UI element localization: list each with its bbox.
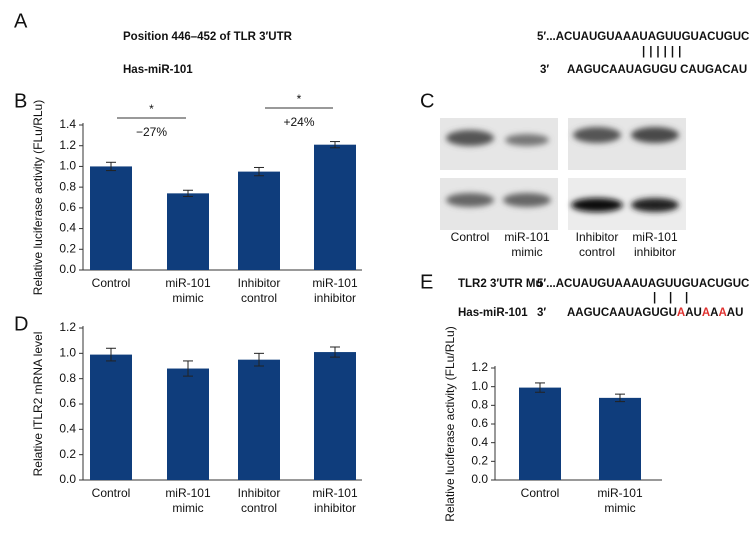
band [571, 198, 623, 212]
strand-end: 3′ [537, 307, 546, 319]
panel-letter: E [420, 271, 433, 293]
target-sequence: 5′...ACUAUGUAAAUAGUUGUACUGUC... [537, 278, 750, 290]
y-tick-label: 0.0 [59, 262, 76, 276]
mirna-sequence: AAGUCAAUAGUGUAAUAAAAU [567, 307, 743, 319]
x-tick-label: miR-101 inhibitor [312, 276, 358, 305]
y-tick-label: 0.2 [471, 454, 488, 468]
mirna-label: Has-miR-101 [458, 307, 528, 319]
bar [314, 144, 356, 270]
y-axis-label: Relative luciferase activity (FLu/RLu) [31, 100, 45, 295]
y-axis-label: Relative luciferase activity (FLu/RLu) [443, 326, 457, 521]
y-tick-label: 0.2 [59, 241, 76, 255]
panel-letter: C [420, 90, 434, 112]
y-tick-label: 0.6 [471, 416, 488, 430]
bar [90, 166, 132, 270]
y-tick-label: 0.8 [59, 179, 76, 193]
sequence-segment: AU [727, 307, 744, 319]
lane-label: miR-101 inhibitor [632, 230, 678, 259]
x-tick-label: Inhibitor control [237, 486, 281, 515]
site-label: Position 446–452 of TLR 3′UTR [123, 31, 293, 43]
band [446, 193, 494, 207]
panel-letter: D [14, 313, 28, 335]
x-tick-label: Control [91, 486, 131, 500]
y-tick-label: 0.6 [59, 396, 76, 410]
x-tick-label: Control [520, 486, 560, 500]
band [505, 134, 549, 146]
x-tick-label: Control [91, 276, 131, 290]
lane-label: Control [450, 230, 490, 244]
y-tick-label: 1.2 [59, 320, 76, 334]
band [446, 130, 494, 146]
y-tick-label: 0.8 [59, 371, 76, 385]
bar [167, 368, 209, 480]
x-tick-label: miR-101 mimic [597, 486, 643, 515]
significance-mark: * [149, 102, 154, 116]
bar [314, 352, 356, 480]
lane-label: Inhibitor control [575, 230, 619, 259]
band [631, 127, 679, 143]
y-tick-label: 0.4 [471, 435, 488, 449]
panel-letter: A [14, 10, 28, 32]
y-tick-label: 0.8 [471, 398, 488, 412]
strand-end: 3′ [540, 64, 549, 76]
y-tick-label: 0.4 [59, 422, 76, 436]
y-tick-label: 0.2 [59, 447, 76, 461]
y-tick-label: 0.0 [471, 472, 488, 486]
bar [599, 397, 641, 480]
target-sequence: 5′...ACUAUGUAAAUAGUUGUACUGUC... [537, 31, 750, 43]
y-tick-label: 1.2 [59, 138, 76, 152]
y-tick-label: 1.2 [471, 360, 488, 374]
sequence-segment: AAGUCAAUAGUGU [567, 307, 677, 319]
x-tick-label: miR-101 mimic [165, 486, 211, 515]
sequence-segment: A [702, 307, 710, 319]
panel-letter: B [14, 90, 27, 112]
change-label: +24% [283, 115, 314, 129]
blot [568, 118, 686, 170]
lane-label: miR-101 mimic [504, 230, 550, 259]
mirna-sequence: AAGUCAAUAGUGU CAUGACAU [567, 64, 747, 76]
pairing: |||||| [642, 46, 685, 58]
change-label: −27% [136, 125, 167, 139]
x-tick-label: miR-101 inhibitor [312, 486, 358, 515]
sequence-segment: A [718, 307, 726, 319]
bar [167, 193, 209, 270]
y-tick-label: 1.0 [59, 346, 76, 360]
y-tick-label: 0.6 [59, 200, 76, 214]
y-tick-label: 1.0 [471, 379, 488, 393]
mutant-label: TLR2 3′UTR Mu [458, 278, 543, 290]
significance-mark: * [297, 92, 302, 106]
sequence-segment: A [710, 307, 718, 319]
sequence-segment: A [677, 307, 685, 319]
band [503, 193, 551, 207]
y-tick-label: 1.4 [59, 117, 76, 131]
y-tick-label: 0.0 [59, 472, 76, 486]
bar [519, 387, 561, 480]
band [573, 127, 621, 143]
pairing: | | | [653, 292, 688, 304]
x-tick-label: Inhibitor control [237, 276, 281, 305]
x-tick-label: miR-101 mimic [165, 276, 211, 305]
y-tick-label: 0.4 [59, 221, 76, 235]
bar [238, 171, 280, 270]
y-axis-label: Relative lTLR2 mRNA level [31, 332, 45, 477]
bar [90, 354, 132, 480]
sequence-segment: AU [685, 307, 702, 319]
mirna-label: Has-miR-101 [123, 64, 193, 76]
bar [238, 359, 280, 480]
y-tick-label: 1.0 [59, 159, 76, 173]
band [631, 198, 679, 212]
